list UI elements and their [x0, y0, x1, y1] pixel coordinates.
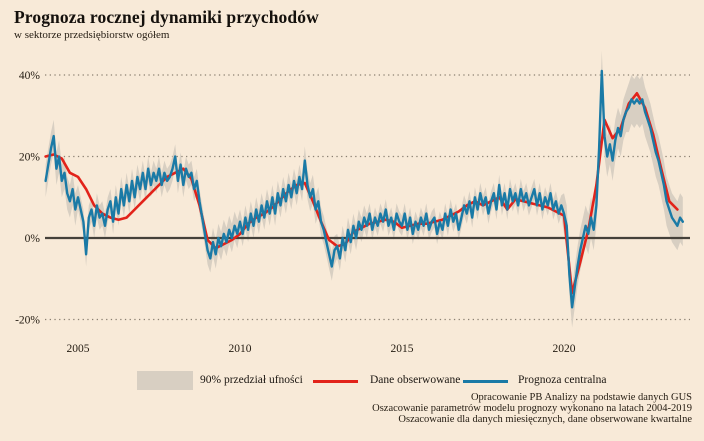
- y-tick-label-40pct: 40%: [19, 70, 41, 82]
- legend-label-observed: Dane obserwowane: [370, 374, 461, 386]
- x-tick-label-2015: 2015: [391, 343, 414, 355]
- legend-label-forecast: Prognoza centralna: [518, 374, 607, 386]
- footnotes: Opracowanie PB Analizy na podstawie dany…: [372, 392, 692, 425]
- x-tick-label-2020: 2020: [553, 343, 576, 355]
- legend-label-band: 90% przedział ufności: [200, 374, 303, 386]
- page-subtitle: w sektorze przedsiębiorstw ogółem: [14, 29, 170, 41]
- forecast-series-line: [44, 69, 684, 309]
- confidence-band-swatch: [137, 371, 193, 390]
- x-tick-label-2005: 2005: [67, 343, 90, 355]
- y-tick-label-0pct: 0%: [25, 233, 41, 245]
- forecast-line-swatch: [463, 380, 508, 383]
- observed-line-swatch: [313, 380, 358, 383]
- y-tick-label--20pct: -20%: [15, 315, 40, 327]
- footnote-estimation: Oszacowanie parametrów modelu prognozy w…: [372, 403, 692, 414]
- page-title: Prognoza rocznej dynamiki przychodów: [14, 7, 319, 27]
- footnote-source: Opracowanie PB Analizy na podstawie dany…: [470, 392, 692, 403]
- footnote-frequency: Oszacowanie dla danych miesięcznych, dan…: [398, 414, 692, 425]
- y-tick-label-20pct: 20%: [19, 152, 41, 164]
- x-tick-label-2010: 2010: [229, 343, 252, 355]
